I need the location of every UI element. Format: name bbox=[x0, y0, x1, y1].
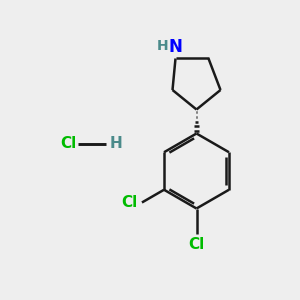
Text: H: H bbox=[157, 39, 169, 53]
Text: Cl: Cl bbox=[60, 136, 76, 152]
Text: N: N bbox=[169, 38, 182, 56]
Text: Cl: Cl bbox=[188, 237, 205, 252]
Text: Cl: Cl bbox=[121, 195, 137, 210]
Text: H: H bbox=[110, 136, 122, 152]
